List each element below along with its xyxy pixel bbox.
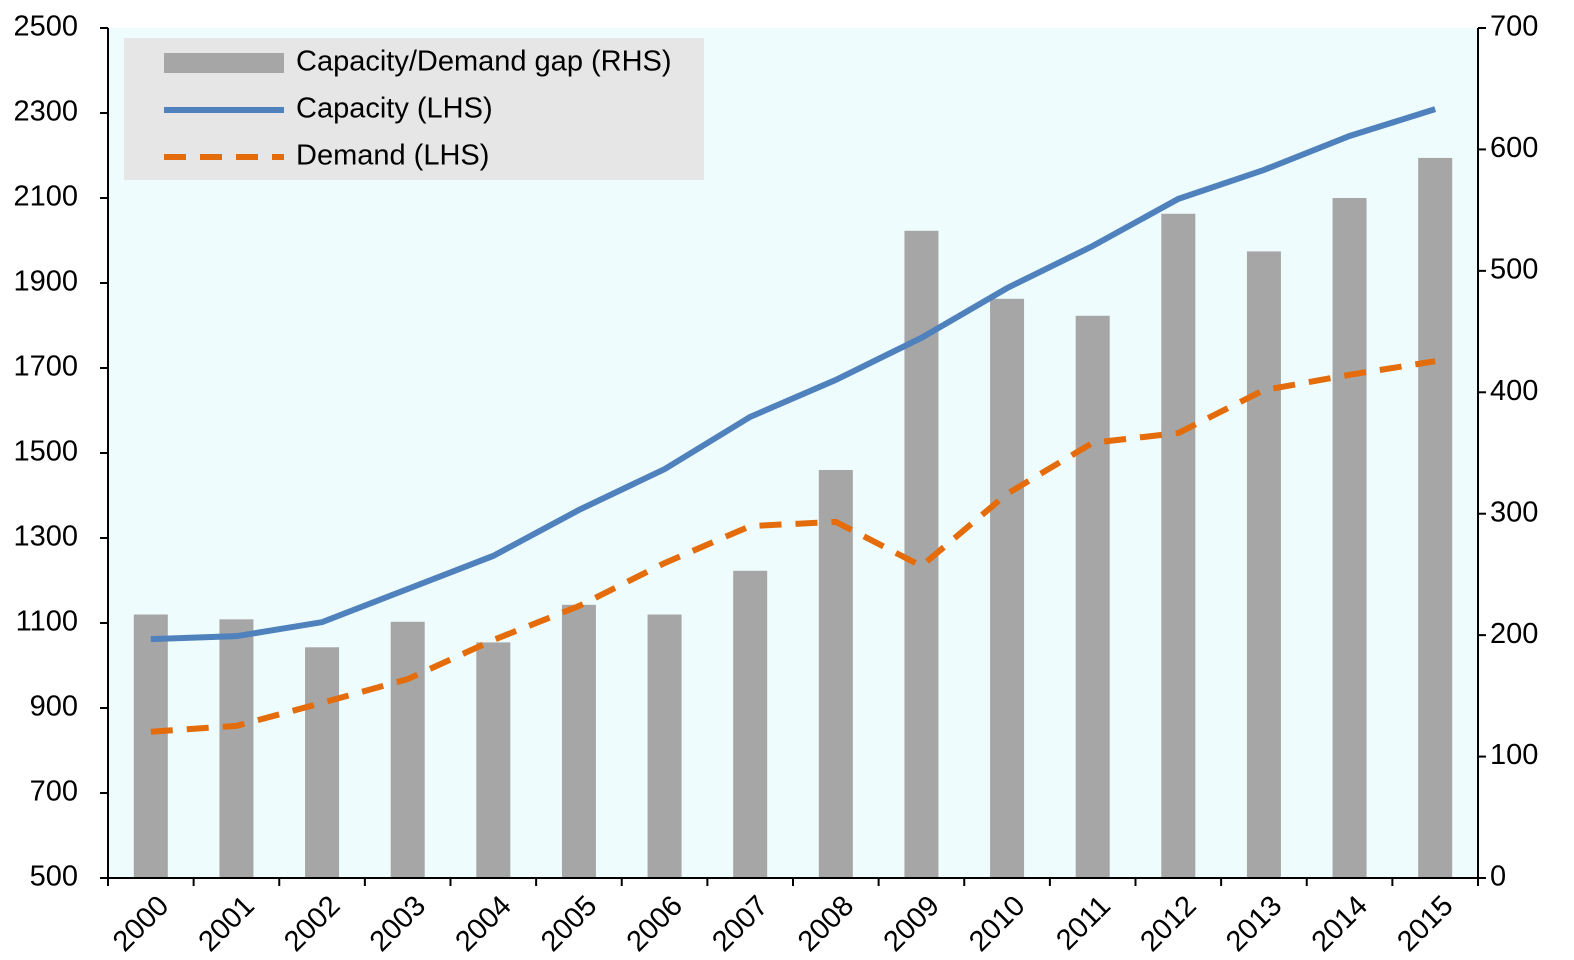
y-tick-label: 1100: [16, 606, 78, 638]
bar: [733, 570, 768, 878]
x-tick-label: 2009: [878, 890, 946, 958]
bar: [818, 470, 853, 878]
bar: [305, 647, 340, 878]
x-tick-label: 2005: [535, 890, 603, 958]
y-tick-label: 900: [30, 691, 78, 723]
bar: [1332, 198, 1367, 878]
legend-swatch: [164, 53, 284, 73]
x-tick-label: 2007: [706, 890, 774, 958]
bar: [133, 614, 168, 878]
y-tick-label: 1700: [13, 351, 78, 383]
y2-tick-label: 700: [1490, 11, 1538, 43]
y2-tick-label: 300: [1490, 496, 1538, 528]
bar: [1075, 315, 1110, 878]
x-tick-label: 2002: [278, 890, 346, 958]
x-tick-label: 2004: [449, 890, 517, 958]
y2-tick-label: 600: [1490, 132, 1538, 164]
bar: [476, 642, 511, 878]
x-tick-label: 2010: [963, 890, 1031, 958]
bar: [1161, 213, 1196, 879]
bar: [390, 621, 425, 878]
x-tick-label: 2000: [107, 890, 175, 958]
bar: [219, 619, 254, 878]
y2-tick-label: 200: [1490, 618, 1538, 650]
x-tick-label: 2001: [193, 890, 261, 958]
bar: [990, 298, 1025, 878]
y-tick-label: 700: [30, 776, 78, 808]
bar: [1246, 251, 1281, 878]
x-tick-label: 2011: [1050, 890, 1117, 957]
y2-tick-label: 0: [1490, 861, 1506, 893]
y-tick-label: 2100: [13, 181, 78, 213]
y-tick-label: 1500: [13, 436, 78, 468]
x-tick-label: 2014: [1306, 890, 1374, 958]
y2-tick-label: 400: [1490, 375, 1538, 407]
y-tick-label: 1900: [13, 266, 78, 298]
y-tick-label: 2500: [13, 11, 78, 43]
legend-label: Demand (LHS): [296, 140, 489, 172]
x-tick-label: 2013: [1220, 890, 1288, 958]
x-tick-label: 2015: [1391, 890, 1459, 958]
y-tick-label: 2300: [13, 96, 78, 128]
y-tick-label: 1300: [13, 521, 78, 553]
legend-label: Capacity (LHS): [296, 93, 493, 125]
bar: [561, 604, 596, 878]
line-series: [150, 358, 1436, 735]
x-tick-label: 2006: [621, 890, 689, 958]
x-tick-label: 2003: [364, 890, 432, 958]
y2-tick-label: 500: [1490, 254, 1538, 286]
bar: [647, 614, 682, 878]
y-tick-label: 500: [30, 861, 78, 893]
x-tick-label: 2012: [1134, 890, 1202, 958]
y2-tick-label: 100: [1490, 739, 1538, 771]
x-tick-label: 2008: [792, 890, 860, 958]
line-series: [150, 106, 1437, 643]
bar: [1418, 157, 1453, 878]
legend-label: Capacity/Demand gap (RHS): [296, 46, 672, 78]
